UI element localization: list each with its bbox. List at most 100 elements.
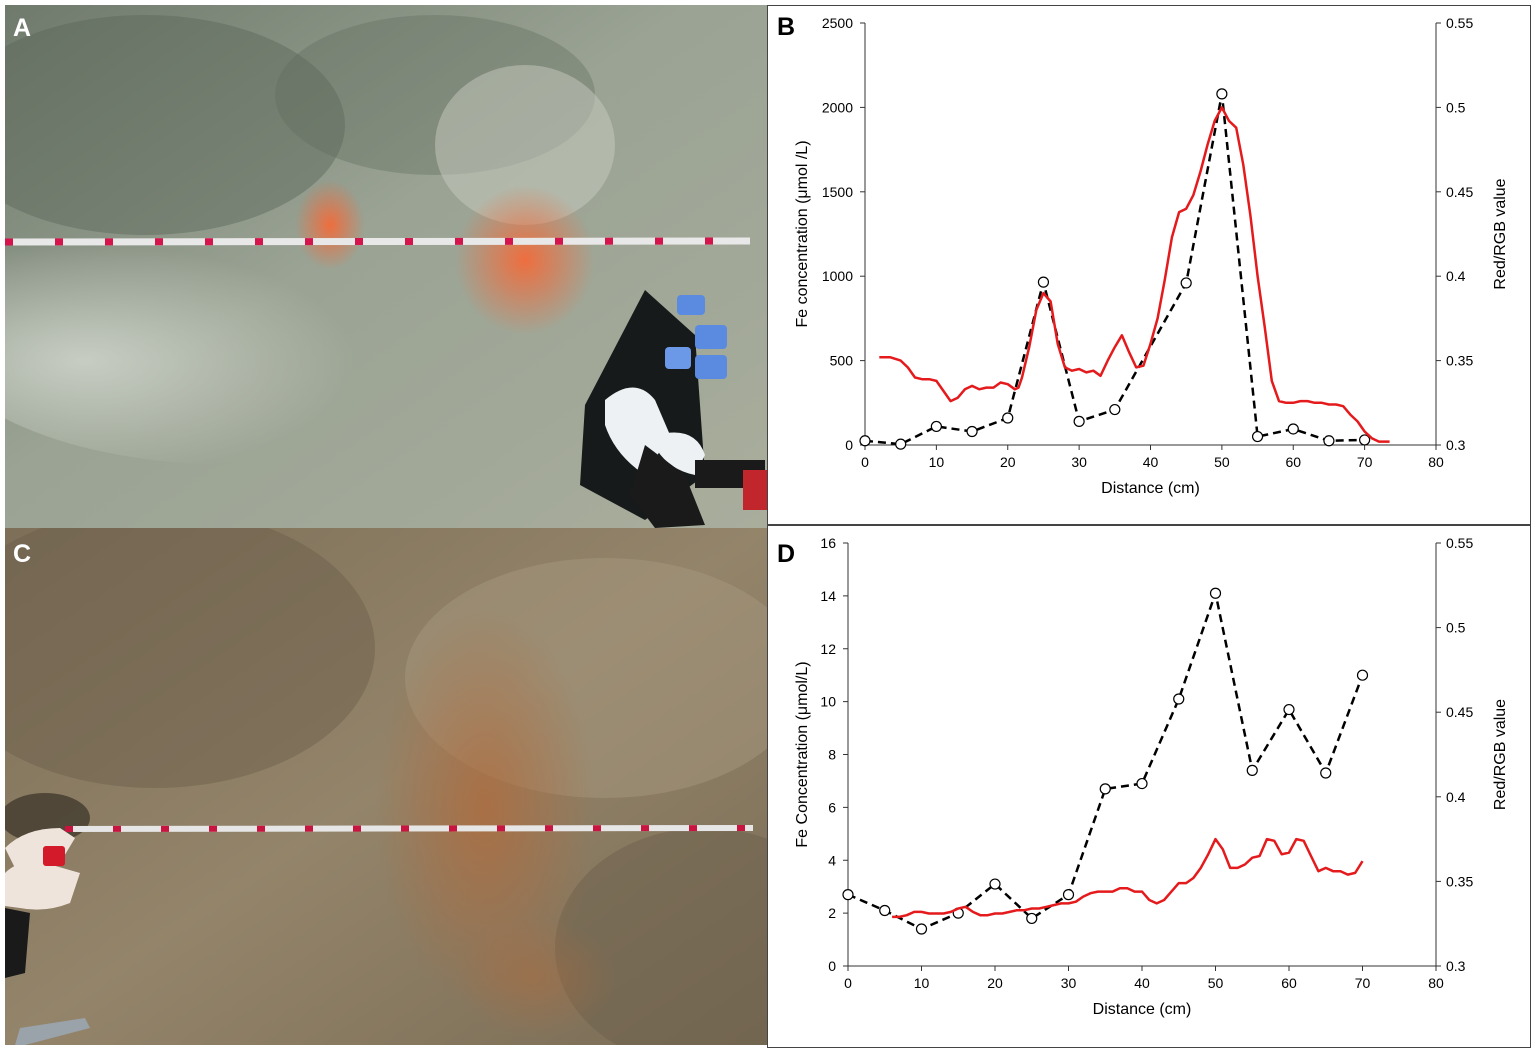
fe-data-point — [842, 889, 854, 901]
x-tick-label: 80 — [1428, 975, 1444, 991]
red-rgb-line — [892, 837, 1364, 919]
fe-data-point — [1359, 434, 1371, 446]
y-tick-label-right: 0.4 — [1446, 268, 1466, 284]
photo-c — [5, 528, 767, 1045]
fe-data-point — [1320, 767, 1332, 779]
x-tick-label: 20 — [1000, 454, 1016, 470]
x-tick-label: 40 — [1143, 454, 1159, 470]
x-tick-label: 60 — [1285, 454, 1301, 470]
y-tick-label-right: 0.55 — [1446, 15, 1473, 31]
y-tick-label-left: 8 — [828, 747, 836, 763]
photo-a-scene — [5, 5, 767, 528]
red-rgb-line — [879, 106, 1390, 443]
measuring-tape — [5, 237, 751, 246]
fe-data-point — [1251, 430, 1264, 443]
x-axis-label: Distance (cm) — [1101, 480, 1200, 497]
fe-data-point — [1180, 277, 1192, 289]
y-tick-label-left: 10 — [820, 694, 836, 710]
panel-label-c: C — [13, 540, 32, 568]
y-tick-label-right: 0.45 — [1446, 704, 1473, 720]
y-tick-label-left: 12 — [820, 641, 836, 657]
x-tick-label: 50 — [1214, 454, 1230, 470]
iron-stain-small — [295, 180, 365, 270]
y-tick-label-left: 2000 — [822, 99, 853, 115]
y-tick-label-left: 1000 — [822, 268, 853, 284]
chart-b-panel: 0 10 20 30 40 50 60 70 80 0 500 1000 1500 2000 2500 0.3… — [767, 5, 1530, 525]
x-tick-label: 50 — [1208, 975, 1224, 991]
fe-data-point — [989, 878, 1001, 890]
chart-d: 0 10 20 30 40 50 60 70 80 0 2 4 6 8 10 12 14 16 0.3 0.35 0.4… — [794, 535, 1509, 1018]
y-tick-label-right: 0.3 — [1446, 437, 1466, 453]
panel-label-a: A — [13, 14, 32, 42]
y-tick-label-right: 0.35 — [1446, 873, 1473, 889]
y-tick-label-left: 2 — [828, 905, 836, 921]
iron-stain-large — [455, 185, 595, 335]
fe-data-point — [1062, 889, 1075, 901]
y-axis-label-left: Fe concentration (μmol /L) — [794, 140, 811, 327]
fe-data-point — [1037, 276, 1050, 288]
fe-concentration-line — [847, 591, 1364, 931]
fe-data-point — [1109, 403, 1121, 416]
diver-hands — [605, 387, 767, 528]
x-tick-label: 10 — [914, 975, 930, 991]
fe-data-point — [1323, 435, 1335, 447]
diver-hands — [5, 828, 90, 1045]
y-tick-label-left: 500 — [830, 353, 854, 369]
y-tick-label-left: 1500 — [822, 184, 853, 200]
chart-b: 0 10 20 30 40 50 60 70 80 0 500 1000 1500 2000 2500 0.3… — [794, 15, 1509, 497]
y-axis-label-left: Fe Concentration (μmol/L) — [794, 661, 811, 847]
y-tick-label-left: 14 — [820, 588, 836, 604]
x-tick-label: 0 — [844, 975, 852, 991]
fe-data-point — [1173, 693, 1185, 705]
x-tick-label: 40 — [1134, 975, 1150, 991]
y-tick-label-left: 4 — [828, 852, 836, 868]
y-tick-label-right: 0.45 — [1446, 184, 1473, 200]
x-tick-label: 70 — [1355, 975, 1371, 991]
fe-data-point — [1287, 423, 1299, 435]
fe-data-point — [879, 904, 891, 917]
fe-data-point — [1099, 783, 1111, 795]
fe-data-point — [1002, 412, 1014, 424]
y-tick-label-right: 0.3 — [1446, 958, 1466, 974]
fe-data-point — [930, 420, 942, 433]
x-axis-label: Distance (cm) — [1093, 1001, 1192, 1018]
fe-data-point — [1136, 777, 1148, 790]
x-tick-label: 30 — [1071, 454, 1087, 470]
photo-a — [5, 5, 767, 528]
y-tick-label-right: 0.5 — [1446, 99, 1466, 115]
fe-data-point — [1216, 88, 1228, 100]
x-tick-label: 60 — [1281, 975, 1297, 991]
photo-c-scene — [5, 528, 767, 1045]
measuring-tape — [64, 825, 754, 832]
y-tick-label-right: 0.4 — [1446, 789, 1466, 805]
y-tick-label-left: 16 — [820, 535, 836, 551]
fe-data-point — [1356, 669, 1369, 681]
y-tick-label-left: 6 — [828, 799, 836, 815]
x-tick-label: 70 — [1357, 454, 1373, 470]
iron-stain — [375, 608, 595, 1008]
fe-data-point — [966, 425, 978, 438]
fe-data-point — [859, 435, 871, 447]
y-tick-label-left: 0 — [845, 437, 853, 453]
fe-data-point — [1246, 764, 1258, 776]
y-tick-label-right: 0.55 — [1446, 535, 1473, 551]
panel-label-d: D — [777, 540, 796, 568]
chart-d-panel: 0 10 20 30 40 50 60 70 80 0 2 4 6 8 10 12 14 16 0.3 0.35 0.4… — [767, 525, 1530, 1047]
y-tick-label-left: 2500 — [822, 15, 853, 31]
x-tick-label: 10 — [929, 454, 945, 470]
fe-data-point — [895, 438, 907, 450]
y-axis-label-right: Red/RGB value — [1492, 699, 1509, 810]
y-tick-label-right: 0.5 — [1446, 620, 1466, 636]
fe-data-point — [1026, 912, 1038, 925]
y-tick-label-left: 0 — [828, 958, 836, 974]
x-tick-label: 30 — [1061, 975, 1077, 991]
fe-concentration-line — [864, 92, 1365, 446]
fe-data-point — [1209, 587, 1222, 599]
fe-data-point — [1073, 415, 1085, 427]
fe-data-point — [915, 923, 928, 935]
y-tick-label-right: 0.35 — [1446, 353, 1473, 369]
x-tick-label: 0 — [861, 454, 869, 470]
fe-data-point — [1283, 703, 1295, 716]
panel-label-b: B — [777, 13, 796, 41]
x-tick-label: 80 — [1428, 454, 1444, 470]
